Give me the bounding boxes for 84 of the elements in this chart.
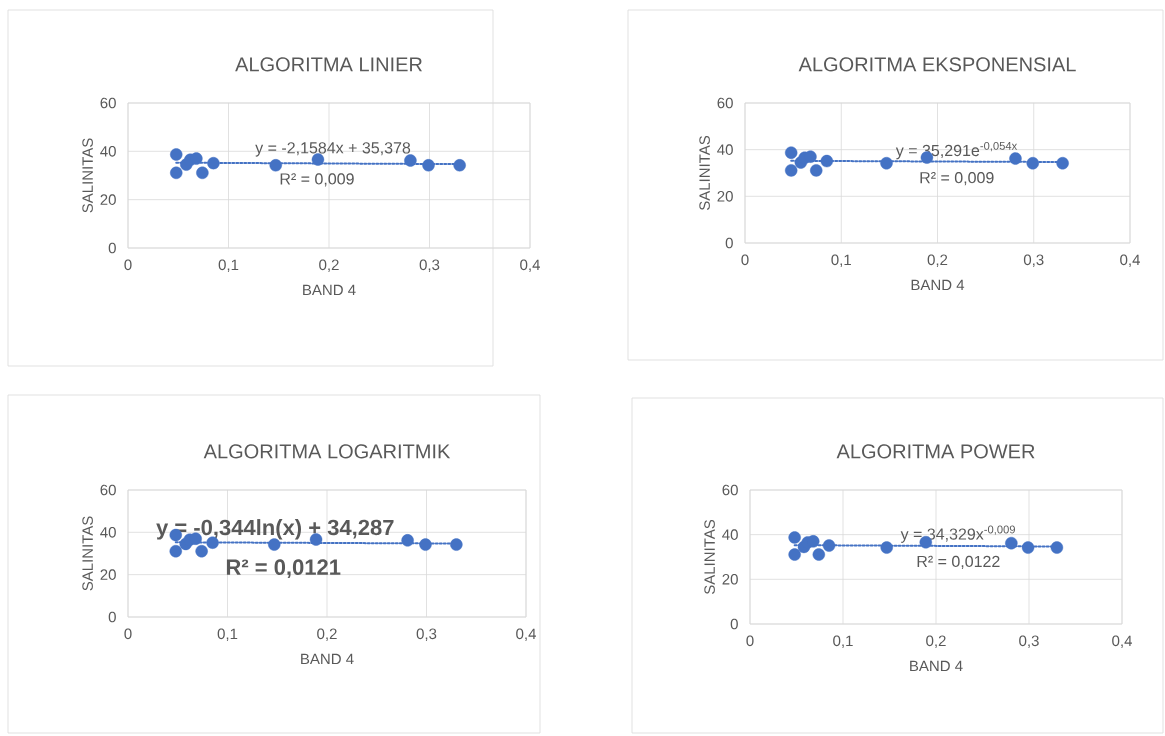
point — [170, 148, 183, 161]
y-tick-label: 20 — [100, 194, 116, 205]
y-tick-label: 60 — [100, 484, 116, 496]
y-tick-label: 40 — [722, 529, 738, 540]
x-tick-label: 0,4 — [1112, 635, 1132, 648]
x-tick-label: 0 — [124, 259, 132, 271]
y-tick-label: 0 — [725, 237, 733, 249]
chart-title: ALGORITMA EKSPONENSIAL — [798, 57, 1076, 72]
point — [820, 154, 834, 168]
x-tick-label: 0,1 — [218, 259, 239, 272]
x-axis-title: BAND 4 — [910, 660, 963, 672]
point — [810, 164, 823, 177]
annotation: y = 34,329x$^{-0,009}$ — [900, 525, 1015, 543]
point — [1005, 536, 1018, 550]
x-tick-label: 0,3 — [1019, 635, 1039, 648]
chart-title: ALGORITMA LINIER — [235, 57, 422, 72]
x-tick-label: 0,3 — [1023, 254, 1044, 267]
y-tick-label: 0 — [108, 242, 116, 254]
point — [1026, 156, 1039, 170]
point — [785, 146, 798, 159]
point — [812, 548, 826, 561]
point — [453, 159, 466, 172]
point — [196, 166, 209, 180]
y-tick-label: 60 — [722, 484, 738, 496]
y-tick-label: 20 — [717, 191, 733, 202]
annotation: R² = 0,0121 — [226, 559, 341, 579]
y-axis-title: SALINITAS — [82, 516, 93, 591]
point — [1009, 152, 1022, 165]
x-tick-label: 0,4 — [520, 259, 540, 272]
y-tick-label: 60 — [100, 97, 116, 109]
x-tick-label: 0,2 — [926, 635, 946, 648]
point — [401, 534, 414, 547]
point — [207, 156, 220, 170]
point — [1021, 541, 1035, 554]
y-tick-label: 20 — [722, 574, 738, 585]
x-tick-label: 0 — [124, 628, 132, 640]
x-tick-label: 0,2 — [317, 628, 337, 641]
point — [309, 533, 323, 546]
x-tick-label: 0 — [741, 254, 749, 266]
x-tick-label: 0,3 — [419, 259, 440, 272]
point — [195, 544, 208, 558]
x-tick-label: 0,4 — [516, 628, 536, 641]
x-tick-label: 0,1 — [831, 254, 851, 267]
point — [1056, 156, 1069, 170]
x-tick-label: 0,2 — [319, 259, 339, 272]
point — [788, 531, 801, 544]
x-tick-label: 0,1 — [217, 628, 238, 641]
point — [788, 548, 801, 561]
point — [880, 541, 893, 554]
y-tick-label: 20 — [100, 569, 116, 580]
point — [785, 164, 798, 177]
y-tick-label: 40 — [717, 144, 733, 155]
x-axis-title: BAND 4 — [303, 284, 356, 296]
point — [404, 154, 417, 167]
y-tick-label: 0 — [108, 611, 116, 623]
annotation: R² = 0,009 — [920, 171, 994, 186]
point — [422, 159, 435, 172]
point — [419, 538, 432, 551]
annotation: R² = 0,009 — [280, 173, 354, 187]
y-axis-title: SALINITAS — [704, 519, 715, 595]
y-tick-label: 40 — [100, 527, 116, 538]
chart-title: ALGORITMA POWER — [836, 444, 1035, 459]
point — [880, 156, 893, 170]
chart-title: ALGORITMA LOGARITMIK — [203, 444, 451, 459]
x-tick-label: 0,3 — [416, 628, 437, 641]
x-tick-label: 0,1 — [833, 635, 853, 648]
x-axis-title: BAND 4 — [301, 653, 354, 665]
y-axis-title: SALINITAS — [82, 138, 93, 213]
point — [450, 538, 463, 551]
x-tick-label: 0,4 — [1120, 254, 1140, 267]
point — [822, 539, 836, 552]
x-tick-label: 0 — [746, 635, 754, 647]
annotation: R² = 0,0122 — [917, 555, 1000, 569]
x-axis-title: BAND 4 — [911, 279, 965, 291]
point — [169, 544, 182, 558]
y-axis-title: SALINITAS — [699, 135, 710, 211]
x-tick-label: 0,2 — [927, 254, 948, 267]
annotation: y = -2,1584x + 35,378 — [255, 142, 411, 157]
point — [269, 159, 282, 172]
point — [170, 166, 183, 180]
y-tick-label: 40 — [100, 146, 116, 157]
y-tick-label: 60 — [717, 97, 733, 109]
point — [1050, 541, 1064, 554]
y-tick-label: 0 — [730, 618, 738, 630]
